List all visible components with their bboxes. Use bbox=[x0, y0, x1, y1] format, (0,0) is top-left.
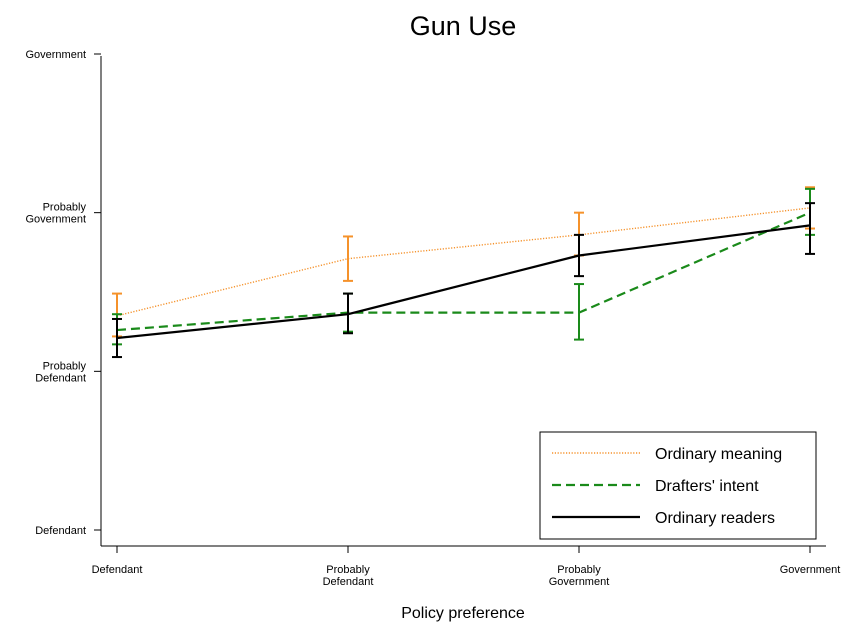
legend-label: Ordinary meaning bbox=[655, 446, 782, 463]
series-layer bbox=[112, 186, 815, 359]
legend-label: Drafters' intent bbox=[655, 478, 759, 495]
series-line bbox=[116, 207, 811, 317]
x-tick-label-line: Probably bbox=[557, 564, 601, 576]
legend: Ordinary meaning Drafters' intent Ordinary… bbox=[539, 431, 817, 540]
y-tick-label: Probably Government bbox=[25, 202, 86, 226]
x-tick-label: Probably Government bbox=[549, 564, 610, 588]
series-2 bbox=[112, 202, 815, 359]
series-line bbox=[116, 211, 811, 332]
series-0 bbox=[112, 186, 815, 338]
x-tick-label-line: Government bbox=[780, 564, 841, 576]
x-tick-label-line: Defendant bbox=[323, 576, 374, 588]
y-tick-label-line: Defendant bbox=[35, 372, 86, 384]
x-tick-label-line: Probably bbox=[326, 564, 370, 576]
x-axis-label: Policy preference bbox=[401, 605, 525, 622]
x-tick-label-line: Government bbox=[549, 576, 610, 588]
x-tick-label: Government bbox=[780, 564, 841, 576]
y-tick-label: Defendant bbox=[35, 525, 86, 537]
series-line bbox=[116, 224, 811, 340]
y-tick-label-line: Government bbox=[25, 49, 86, 61]
y-tick-label-line: Government bbox=[25, 214, 86, 226]
x-tick-label: Probably Defendant bbox=[323, 564, 374, 588]
y-tick-label-line: Probably bbox=[43, 360, 87, 372]
y-tick-label: Probably Defendant bbox=[35, 360, 86, 384]
y-tick-label-line: Defendant bbox=[35, 525, 86, 537]
y-tick-label: Government bbox=[25, 49, 86, 61]
x-tick-label: Defendant bbox=[92, 564, 143, 576]
chart-title: Gun Use bbox=[410, 11, 517, 41]
series-1 bbox=[112, 187, 815, 346]
y-tick-label-line: Probably bbox=[43, 202, 87, 214]
legend-label: Ordinary readers bbox=[655, 510, 775, 527]
x-tick-label-line: Defendant bbox=[92, 564, 143, 576]
